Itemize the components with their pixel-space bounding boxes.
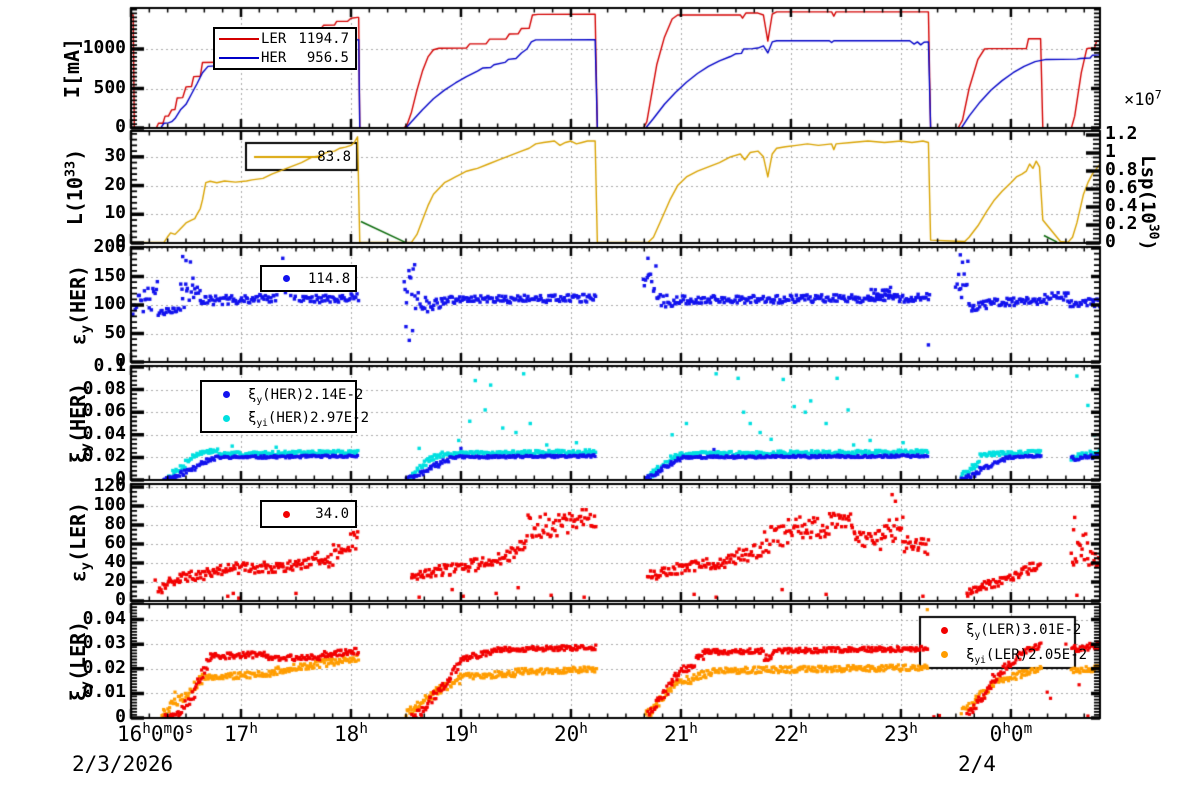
accelerator-status-strip-chart: I[mA] L(1033) εy(HER) ξy(HER) εy(LER) ξy… [0, 0, 1200, 798]
chart-canvas [0, 0, 1200, 798]
